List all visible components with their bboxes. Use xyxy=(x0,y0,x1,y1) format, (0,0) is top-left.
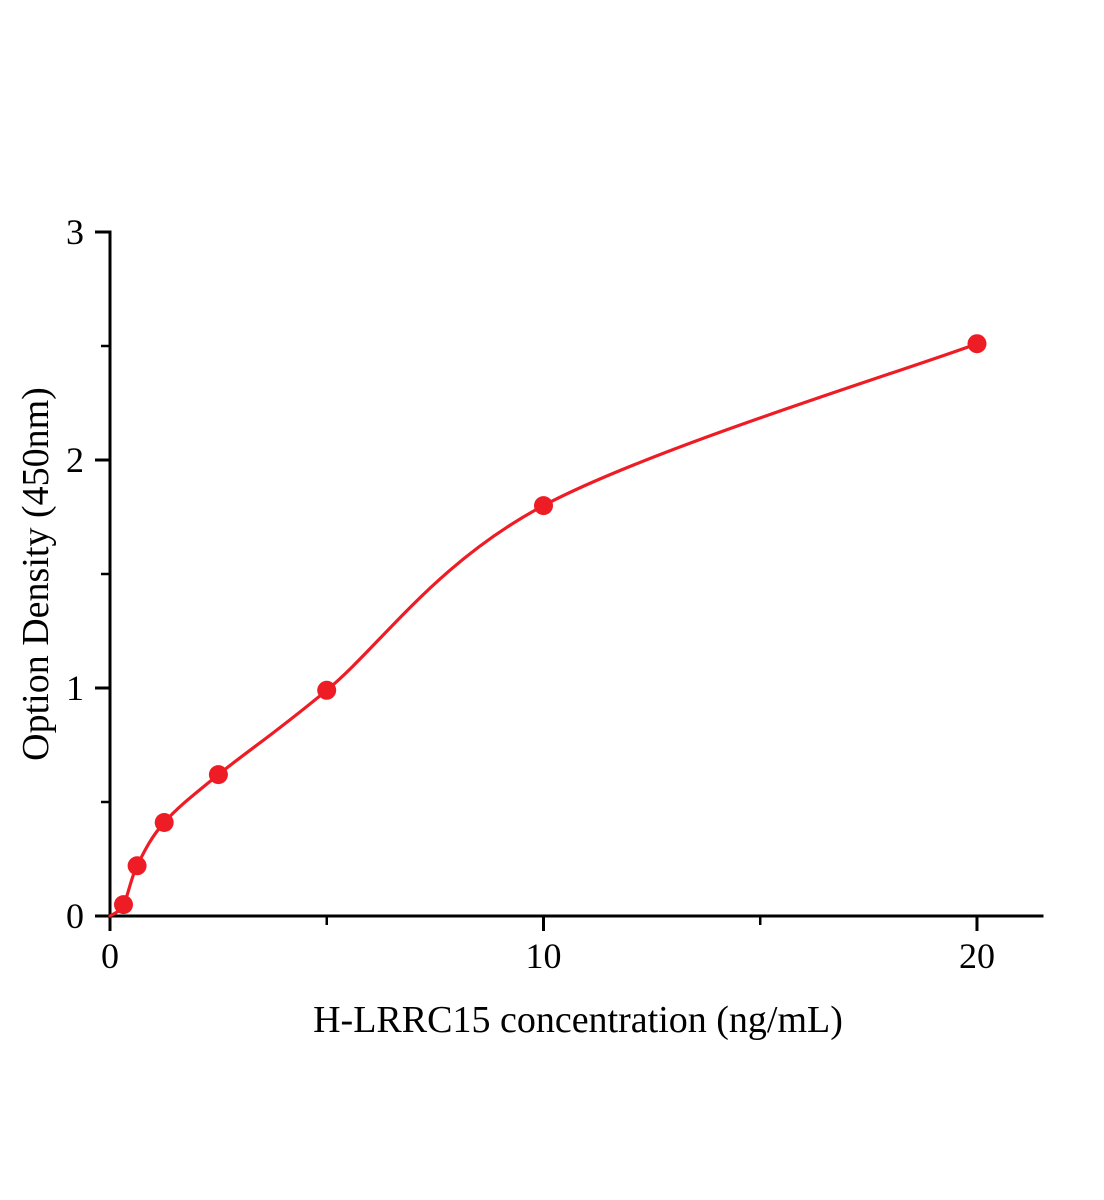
data-point xyxy=(208,765,228,785)
x-tick-label: 10 xyxy=(525,936,561,976)
y-axis-label: Option Density (450nm) xyxy=(15,387,57,761)
x-axis-label: H-LRRC15 concentration (ng/mL) xyxy=(313,999,843,1041)
y-tick-label: 2 xyxy=(66,440,84,480)
plot-area: 0 10 20 0 1 2 3 xyxy=(66,212,1044,976)
x-tick-label: 0 xyxy=(101,936,119,976)
x-tick-label: 20 xyxy=(959,936,995,976)
y-tick-label: 0 xyxy=(66,896,84,936)
y-tick-label: 3 xyxy=(66,212,84,252)
data-point xyxy=(534,496,553,516)
data-point xyxy=(127,856,147,876)
y-tick-label: 1 xyxy=(66,668,84,708)
data-point xyxy=(114,895,133,915)
axes xyxy=(108,230,1044,918)
data-point xyxy=(967,334,987,354)
fit-curve xyxy=(108,342,979,918)
data-point xyxy=(154,813,174,832)
data-point xyxy=(317,680,337,700)
